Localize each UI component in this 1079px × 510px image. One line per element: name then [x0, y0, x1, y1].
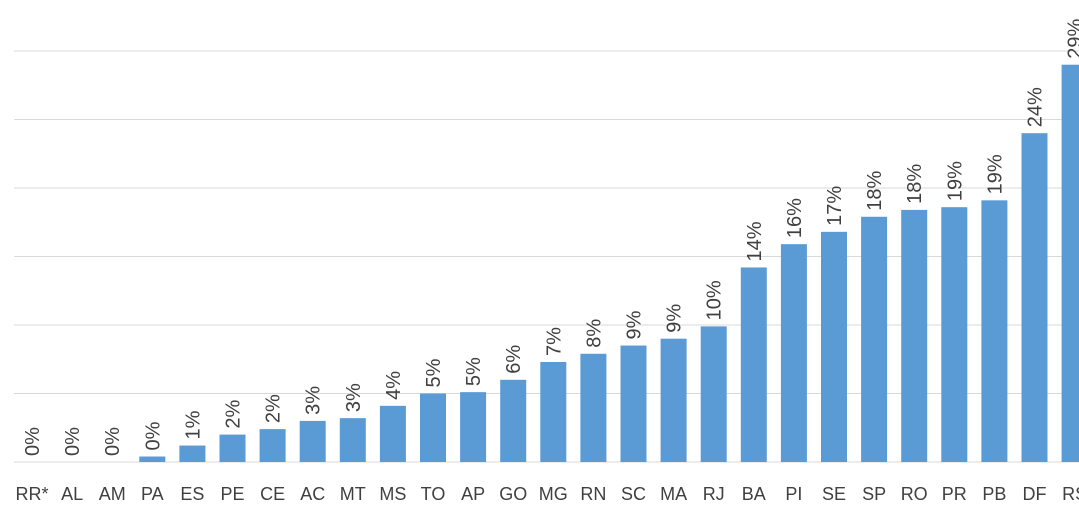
data-label-sc: 9%: [624, 310, 646, 339]
bar-pe: [220, 435, 246, 462]
bar-sc: [621, 346, 647, 462]
bar-ce: [260, 429, 286, 462]
data-label-se: 17%: [824, 186, 846, 226]
x-tick-pb: PB: [982, 484, 1006, 504]
bar-sp: [861, 217, 887, 462]
x-tick-mg: MG: [539, 484, 568, 504]
x-tick-ms: MS: [379, 484, 406, 504]
x-tick-sp: SP: [862, 484, 886, 504]
bar-go: [500, 380, 526, 462]
bar-to: [420, 394, 446, 463]
x-tick-es: ES: [180, 484, 204, 504]
bar-se: [821, 232, 847, 462]
bar-rn: [580, 354, 606, 462]
x-tick-labels: RR* AL AM PA ES PE CE AC MT MS TO AP GO MG RN SC MA RJ BA P…: [15, 484, 1079, 504]
bar-pb: [981, 200, 1007, 462]
data-label-ce: 2%: [263, 394, 285, 423]
x-tick-pa: PA: [141, 484, 164, 504]
x-tick-ac: AC: [300, 484, 325, 504]
x-tick-ma: MA: [660, 484, 687, 504]
x-tick-ba: BA: [742, 484, 766, 504]
data-label-to: 5%: [423, 358, 445, 387]
x-tick-rr: RR*: [15, 484, 48, 504]
data-label-ma: 9%: [664, 304, 686, 333]
data-label-pr: 19%: [944, 161, 966, 201]
x-tick-pr: PR: [942, 484, 967, 504]
bar-ma: [661, 339, 687, 462]
bar-es: [179, 446, 205, 462]
x-tick-rs: RS: [1062, 484, 1079, 504]
x-tick-df: DF: [1023, 484, 1047, 504]
x-tick-pe: PE: [220, 484, 244, 504]
data-label-rn: 8%: [583, 319, 605, 348]
bar-df: [1022, 133, 1048, 462]
data-label-pe: 2%: [223, 399, 245, 428]
data-label-go: 6%: [503, 345, 525, 374]
x-tick-al: AL: [61, 484, 83, 504]
bar-pr: [941, 207, 967, 462]
x-tick-rj: RJ: [703, 484, 725, 504]
data-label-ms: 4%: [383, 371, 405, 400]
x-tick-se: SE: [822, 484, 846, 504]
bar-ms: [380, 406, 406, 462]
bar-pi: [781, 244, 807, 462]
bar-rj: [701, 326, 727, 462]
data-label-ac: 3%: [303, 386, 325, 415]
x-tick-mt: MT: [340, 484, 366, 504]
data-label-pa: 0%: [142, 421, 164, 450]
data-label-rr: 0%: [22, 427, 44, 456]
data-label-am: 0%: [102, 427, 124, 456]
data-label-pb: 19%: [984, 154, 1006, 194]
x-tick-pi: PI: [785, 484, 802, 504]
x-tick-ro: RO: [901, 484, 928, 504]
bar-pa: [139, 457, 165, 462]
data-label-ro: 18%: [904, 164, 926, 204]
x-tick-am: AM: [99, 484, 126, 504]
bar-mt: [340, 418, 366, 462]
data-label-rj: 10%: [704, 280, 726, 320]
x-tick-go: GO: [499, 484, 527, 504]
data-label-pi: 16%: [784, 198, 806, 238]
bar-ro: [901, 210, 927, 462]
x-tick-rn: RN: [580, 484, 606, 504]
x-tick-to: TO: [421, 484, 446, 504]
bar-ac: [300, 421, 326, 462]
bar-ap: [460, 392, 486, 462]
data-label-rs: 29%: [1065, 18, 1079, 58]
data-label-mg: 7%: [543, 327, 565, 356]
bar-ba: [741, 267, 767, 462]
x-tick-sc: SC: [621, 484, 646, 504]
data-label-es: 1%: [182, 410, 204, 439]
data-label-df: 24%: [1025, 87, 1047, 127]
data-label-ba: 14%: [744, 221, 766, 261]
x-tick-ap: AP: [461, 484, 485, 504]
data-label-ap: 5%: [463, 357, 485, 386]
bar-mg: [540, 362, 566, 462]
bar-rs: [1062, 65, 1079, 462]
data-label-mt: 3%: [343, 383, 365, 412]
x-tick-ce: CE: [260, 484, 285, 504]
data-label-al: 0%: [62, 427, 84, 456]
data-label-sp: 18%: [864, 171, 886, 211]
